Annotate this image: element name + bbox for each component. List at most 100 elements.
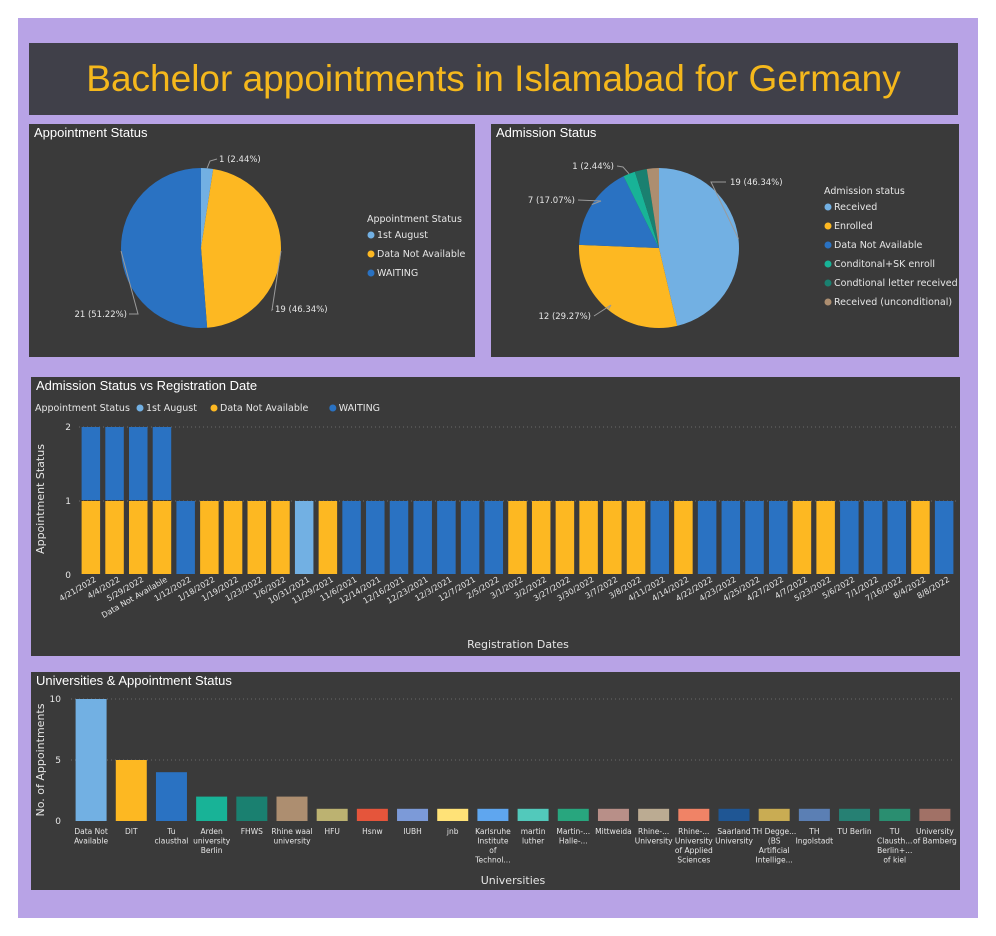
appointment-status-panel[interactable]: Appointment Status 1 (2.44%) 19 (46.34%) 2…	[29, 124, 475, 357]
legend-label-waiting: WAITING	[339, 403, 380, 414]
x-tick-label-line: Rhine waal	[271, 827, 312, 836]
x-tick-label: HFU	[324, 827, 339, 836]
x-tick-label: TU Clausth... Berlin+... of kiel	[877, 827, 912, 865]
status-vs-date-panel[interactable]: Admission Status vs Registration Date Ap…	[31, 377, 960, 656]
x-tick-label-line: martin	[521, 827, 546, 836]
x-tick-label-line: Rhine-...	[638, 827, 669, 836]
x-tick-label-line: Mittweida	[595, 827, 632, 836]
bar-data-not-available	[792, 501, 812, 574]
x-tick-label: Rhine waal university	[271, 827, 312, 846]
x-tick-label-line: Hsnw	[362, 827, 382, 836]
bar-rhine-university	[638, 808, 670, 821]
y-tick-label: 0	[65, 571, 71, 581]
x-tick-label-line: TH	[808, 827, 819, 836]
x-tick-label: TH Degge... (BS Artificial Intellige...	[751, 827, 796, 865]
bar-waiting	[840, 501, 859, 574]
bar-data-not-available	[152, 501, 172, 574]
x-tick-label: FHWS	[241, 827, 263, 836]
bar-waiting	[152, 427, 172, 500]
admission-status-panel[interactable]: Admission Status 19 (46.34%) 12 (29.27%) 7…	[491, 124, 959, 357]
x-tick-label-line: Available	[74, 837, 108, 846]
x-tick-label-line: Arden	[201, 827, 223, 836]
bar-waiting	[342, 501, 361, 574]
bar-saarland-university	[718, 808, 750, 821]
pie-slice-received-unconditional	[646, 168, 659, 248]
x-tick-label-line: of Bamberg	[913, 837, 957, 846]
data-label: 7 (17.07%)	[528, 196, 575, 206]
bar-data-not-available	[271, 501, 290, 574]
bar-waiting	[105, 427, 124, 500]
x-tick-label-line: TU	[889, 827, 900, 836]
universities-panel[interactable]: Universities & Appointment Status 0 5 10 Da…	[31, 672, 960, 890]
x-tick-label-line: University	[916, 827, 954, 836]
x-tick-label: Data Not Available	[74, 827, 108, 846]
bar-data-not-available	[318, 501, 338, 574]
bar-data-not-available	[674, 501, 693, 574]
panel-title: Universities & Appointment Status	[36, 673, 232, 688]
x-axis-title: Registration Dates	[467, 638, 569, 651]
x-tick-label: Mittweida	[595, 827, 632, 836]
bar-rhine-university-of-applied-sciences	[678, 808, 710, 821]
data-label: 1 (2.44%)	[572, 162, 614, 172]
bar-waiting	[413, 501, 432, 574]
x-tick-label: Saarland University	[715, 827, 753, 846]
pie-slice-conditonal-sk-enroll	[623, 171, 659, 248]
bar-mittweida	[597, 808, 629, 821]
legend-marker-waiting	[329, 404, 337, 412]
x-tick-label-line: jnb	[446, 827, 459, 836]
x-tick-label-line: of kiel	[883, 856, 906, 865]
bar-data-not-available	[531, 501, 551, 574]
bar-martin-luther	[517, 808, 549, 821]
legend-marker-condtional-letter-received	[824, 279, 832, 287]
panel-title: Admission Status vs Registration Date	[36, 378, 258, 393]
x-tick-label-line: Artificial	[759, 846, 790, 855]
x-tick-label: Rhine-... University	[635, 827, 673, 846]
x-tick-label-line: TH Degge...	[751, 827, 796, 836]
bar-waiting	[460, 501, 480, 574]
x-tick-label-line: Intellige...	[756, 856, 793, 865]
bar-waiting	[437, 501, 456, 574]
x-tick-label: TH Ingolstadt	[796, 827, 834, 846]
bar-dit	[115, 760, 147, 821]
leader-line	[616, 165, 630, 175]
legend-marker-data-not-available	[824, 241, 832, 249]
legend-title: Admission status	[824, 186, 905, 197]
bar-hsnw	[356, 808, 388, 821]
bar-data-not-available	[579, 501, 598, 574]
leader-line	[120, 250, 139, 315]
x-tick-label: Martin-... Halle-...	[556, 827, 590, 846]
x-tick-label-line: university	[193, 837, 231, 846]
x-tick-label-line: IUBH	[403, 827, 422, 836]
x-tick-label-line: luther	[522, 837, 545, 846]
bar-waiting	[721, 501, 741, 574]
x-tick-label: Tu clausthal	[155, 827, 189, 846]
x-tick-label: Hsnw	[362, 827, 382, 836]
appointment-status-chart: 1 (2.44%) 19 (46.34%) 21 (51.22%) Appointme…	[74, 155, 466, 328]
legend-marker-received-unconditional	[824, 298, 832, 306]
bar-1st-august	[294, 501, 314, 574]
bar-university-of-bamberg	[919, 808, 951, 821]
x-tick-label-line: of Applied	[675, 846, 713, 855]
bar-data-not-available	[247, 501, 267, 574]
x-tick-label: TU Berlin	[836, 827, 871, 836]
title-bar: Bachelor appointments in Islamabad for G…	[29, 43, 958, 115]
pie-slice-data-not-available	[579, 176, 659, 248]
pie-slice-waiting	[121, 168, 208, 328]
data-label: 19 (46.34%)	[275, 305, 328, 315]
admission-status-chart: 19 (46.34%) 12 (29.27%) 7 (17.07%) 1 (2.44%…	[528, 162, 958, 328]
bar-waiting	[484, 501, 504, 574]
x-tick-label-line: University	[675, 837, 713, 846]
bar-waiting	[887, 501, 906, 574]
legend-label-received-unconditional: Received (unconditional)	[834, 297, 952, 308]
bar-martin-halle	[557, 808, 589, 821]
leader-line	[593, 304, 612, 317]
y-tick-label: 5	[55, 756, 61, 766]
legend-label-data-not-available: Data Not Available	[377, 249, 466, 260]
x-tick-label-line: Ingolstadt	[796, 837, 834, 846]
bar-waiting	[129, 427, 148, 500]
panel-title: Appointment Status	[34, 125, 148, 140]
x-tick-label-line: Berlin	[201, 846, 223, 855]
legend-label-conditonal-sk-enroll: Conditonal+SK enroll	[834, 259, 935, 270]
legend-title: Appointment Status	[35, 403, 130, 414]
